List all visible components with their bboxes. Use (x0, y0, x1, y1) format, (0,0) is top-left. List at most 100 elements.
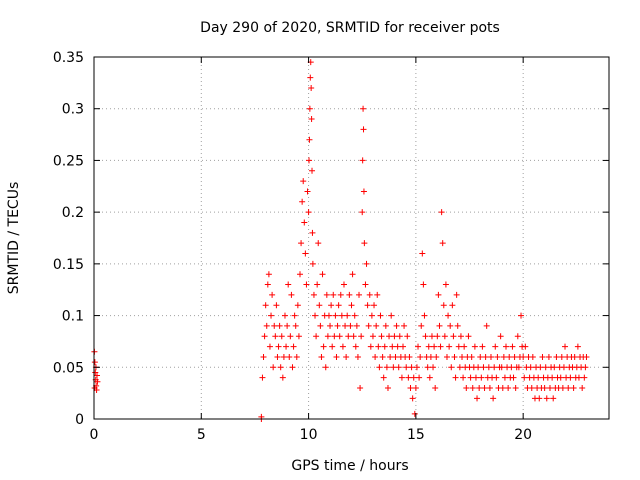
data-point (497, 333, 504, 340)
data-point (384, 384, 391, 391)
data-point (461, 343, 468, 350)
data-point (419, 250, 426, 257)
data-point (349, 271, 356, 278)
data-point (350, 333, 357, 340)
data-point (287, 333, 294, 340)
data-point (529, 353, 536, 360)
x-tick-label: 20 (514, 427, 532, 443)
data-point (487, 353, 494, 360)
data-point (368, 312, 375, 319)
y-tick-label: 0.05 (53, 360, 84, 376)
x-tick-label: 15 (407, 427, 425, 443)
data-point (541, 384, 548, 391)
data-point (378, 333, 385, 340)
y-tick-label: 0.2 (62, 205, 84, 221)
data-point (317, 322, 324, 329)
data-point (281, 312, 288, 319)
data-point (527, 364, 534, 371)
data-point (345, 333, 352, 340)
data-point (338, 312, 345, 319)
data-point (377, 312, 384, 319)
data-point (474, 395, 481, 402)
data-point (459, 353, 466, 360)
data-point (343, 353, 350, 360)
data-point (583, 353, 590, 360)
data-point (475, 364, 482, 371)
data-point (512, 384, 519, 391)
data-point (275, 343, 282, 350)
data-point (388, 312, 395, 319)
data-point (297, 271, 303, 278)
data-point (91, 359, 98, 366)
data-point (344, 312, 351, 319)
data-point (372, 353, 379, 360)
data-point (375, 343, 382, 350)
data-point (520, 353, 527, 360)
data-point (537, 364, 544, 371)
data-point (337, 291, 344, 298)
data-point (442, 281, 449, 288)
data-point (381, 343, 388, 350)
data-point (550, 395, 557, 402)
data-point (325, 312, 332, 319)
data-point (364, 302, 371, 309)
data-point (332, 312, 339, 319)
data-point (553, 353, 560, 360)
data-point (503, 343, 509, 350)
data-point (522, 343, 529, 350)
data-point (292, 322, 299, 329)
data-point (467, 374, 474, 381)
data-point (92, 369, 99, 376)
data-point (329, 343, 336, 350)
data-point (453, 291, 460, 298)
data-point (279, 374, 286, 381)
data-point (403, 364, 410, 371)
data-point (288, 291, 295, 298)
y-tick-label: 0.3 (62, 102, 84, 118)
data-point (413, 364, 420, 371)
data-point (543, 395, 550, 402)
data-point (546, 384, 553, 391)
data-point (430, 364, 437, 371)
data-point (505, 384, 512, 391)
data-point (261, 333, 268, 340)
data-point (567, 374, 574, 381)
data-point (411, 410, 418, 417)
y-tick-label: 0.1 (62, 309, 84, 325)
data-point (581, 374, 588, 381)
data-point (389, 343, 396, 350)
data-point (306, 157, 313, 164)
data-point (360, 126, 367, 133)
data-point (492, 343, 499, 350)
data-point (424, 364, 431, 371)
data-point (301, 219, 308, 226)
data-point (514, 333, 521, 340)
data-point (265, 271, 272, 278)
data-point (330, 291, 337, 298)
data-point (549, 374, 556, 381)
data-point (431, 343, 438, 350)
data-point (300, 178, 307, 185)
data-point (309, 260, 316, 267)
data-point (450, 333, 457, 340)
data-point (360, 188, 367, 195)
data-point (327, 322, 334, 329)
data-point (575, 374, 582, 381)
data-point (393, 322, 400, 329)
data-point (511, 353, 518, 360)
data-point (379, 353, 386, 360)
data-point (269, 291, 276, 298)
data-point (273, 302, 280, 309)
data-point (408, 364, 415, 371)
data-point (443, 353, 450, 360)
data-point (272, 333, 279, 340)
data-point (280, 353, 287, 360)
data-point (383, 364, 390, 371)
data-point (308, 116, 315, 123)
data-point (360, 105, 367, 112)
data-point (418, 322, 425, 329)
data-point (264, 281, 271, 288)
data-point (400, 343, 406, 350)
data-point (432, 384, 439, 391)
data-point (440, 302, 447, 309)
